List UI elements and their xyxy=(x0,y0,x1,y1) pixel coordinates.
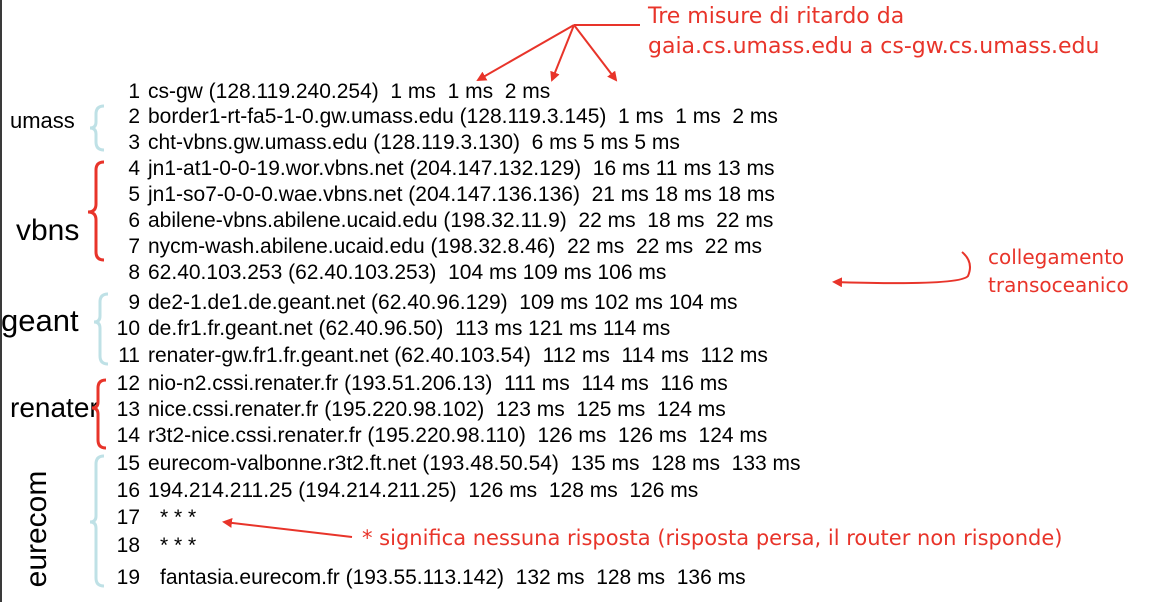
hop-text: nio-n2.cssi.renater.fr (193.51.206.13) 1… xyxy=(148,372,728,395)
hop-text: r3t2-nice.cssi.renater.fr (195.220.98.11… xyxy=(148,424,768,447)
group-label-umass: umass xyxy=(10,108,75,133)
arrow-delay-2 xyxy=(550,24,575,82)
bracket-renater xyxy=(91,378,107,450)
hop-text: * * * xyxy=(160,506,197,529)
hop-text: de.fr1.fr.geant.net (62.40.96.50) 113 ms… xyxy=(148,317,671,340)
hop-number: 9 xyxy=(128,291,140,314)
hop-text: jn1-so7-0-0-0.wae.vbns.net (204.147.136.… xyxy=(148,183,775,206)
hop-text: abilene-vbns.abilene.ucaid.edu (198.32.1… xyxy=(148,209,774,232)
group-label-vbns: vbns xyxy=(16,214,80,247)
hop-number: 11 xyxy=(118,344,140,367)
bracket-vbns xyxy=(87,160,105,262)
hop-text: cs-gw (128.119.240.254) 1 ms 1 ms 2 ms xyxy=(148,80,551,103)
hop-text: border1-rt-fa5-1-0.gw.umass.edu (128.119… xyxy=(148,105,778,128)
arrow-delay-3 xyxy=(573,24,618,82)
hop-number: 4 xyxy=(128,157,140,180)
arrow-delay-1 xyxy=(476,24,575,81)
hop-number: 17 xyxy=(116,506,140,529)
hop-number: 8 xyxy=(128,261,140,284)
hop-text: nice.cssi.renater.fr (195.220.98.102) 12… xyxy=(148,398,726,421)
arrow-no-response xyxy=(222,517,353,538)
annotation-delay-line2: gaia.cs.umass.edu a cs-gw.cs.umass.edu xyxy=(648,34,1100,59)
bracket-geant xyxy=(93,292,109,366)
hop-text: nycm-wash.abilene.ucaid.edu (198.32.8.46… xyxy=(148,235,762,258)
hop-text: renater-gw.fr1.fr.geant.net (62.40.103.5… xyxy=(148,344,768,367)
hop-text: jn1-at1-0-0-19.wor.vbns.net (204.147.132… xyxy=(148,157,775,180)
hop-number: 7 xyxy=(128,235,140,258)
annotation-delay-line1: Tre misure di ritardo da xyxy=(648,4,905,29)
hop-number: 16 xyxy=(116,479,140,502)
bracket-eurecom xyxy=(89,454,105,588)
hop-number: 6 xyxy=(128,209,140,232)
hop-text: cht-vbns.gw.umass.edu (128.119.3.130) 6 … xyxy=(148,131,680,154)
hop-number: 19 xyxy=(116,566,140,589)
annotation-no-response: * significa nessuna risposta (risposta p… xyxy=(362,526,1063,550)
annotation-transoceanic-line2: transoceanico xyxy=(988,273,1129,297)
left-edge-line xyxy=(0,0,2,602)
hop-number: 18 xyxy=(116,534,140,557)
group-label-renater: renater xyxy=(10,392,99,423)
bracket-umass xyxy=(89,104,105,152)
annotation-transoceanic-line1: collegamento xyxy=(988,245,1125,269)
hop-text: eurecom-valbonne.r3t2.ft.net (193.48.50.… xyxy=(148,452,801,475)
hop-number: 3 xyxy=(128,131,140,154)
hop-number: 15 xyxy=(116,452,140,475)
arrow-transoceanic xyxy=(832,251,971,288)
hop-number: 14 xyxy=(116,424,140,447)
hop-text: * * * xyxy=(160,534,197,557)
group-label-geant: geant xyxy=(1,303,79,338)
hop-text: fantasia.eurecom.fr (193.55.113.142) 132… xyxy=(160,566,746,589)
hop-number: 10 xyxy=(116,317,140,340)
hop-text: 194.214.211.25 (194.214.211.25) 126 ms 1… xyxy=(148,479,699,502)
hop-number: 1 xyxy=(128,80,140,103)
hop-number: 12 xyxy=(116,372,140,395)
hop-number: 2 xyxy=(128,105,140,128)
hop-text: de2-1.de1.de.geant.net (62.40.96.129) 10… xyxy=(148,291,738,314)
hop-number: 5 xyxy=(128,183,140,206)
hop-text: 62.40.103.253 (62.40.103.253) 104 ms 109… xyxy=(148,261,667,284)
hop-number: 13 xyxy=(116,398,140,421)
